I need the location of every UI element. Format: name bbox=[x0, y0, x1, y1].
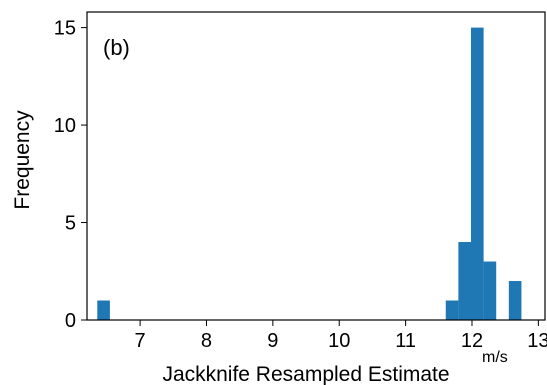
histogram-bar-4 bbox=[483, 261, 497, 320]
x-tick-label-12: 12 bbox=[461, 330, 483, 352]
x-tick-label-11: 11 bbox=[395, 330, 416, 352]
histogram-bar-5 bbox=[508, 281, 522, 320]
x-axis-ticks: 7 8 9 10 11 12 13 bbox=[135, 320, 547, 352]
y-tick-label-5: 5 bbox=[65, 213, 76, 235]
y-axis-label: Frequency bbox=[11, 110, 34, 210]
x-tick-label-13: 13 bbox=[527, 330, 547, 352]
plot-frame bbox=[86, 11, 546, 321]
histogram-bar-2 bbox=[458, 242, 471, 320]
x-axis-unit: m/s bbox=[482, 349, 508, 366]
x-axis-label: Jackknife Resampled Estimate bbox=[162, 363, 449, 385]
x-tick-label-7: 7 bbox=[135, 330, 146, 352]
x-tick-label-10: 10 bbox=[328, 330, 350, 352]
y-tick-label-0: 0 bbox=[65, 310, 76, 332]
y-tick-label-15: 15 bbox=[54, 18, 76, 40]
x-tick-label-9: 9 bbox=[267, 330, 278, 352]
bars-group bbox=[97, 27, 522, 320]
panel-label: (b) bbox=[103, 35, 130, 60]
y-axis-ticks: 0 5 10 15 bbox=[54, 18, 87, 332]
histogram-bar-1 bbox=[445, 300, 459, 320]
histogram-bar-3 bbox=[470, 27, 484, 320]
x-tick-label-8: 8 bbox=[201, 330, 212, 352]
y-tick-label-10: 10 bbox=[54, 115, 76, 137]
histogram-bar-0 bbox=[97, 300, 110, 320]
